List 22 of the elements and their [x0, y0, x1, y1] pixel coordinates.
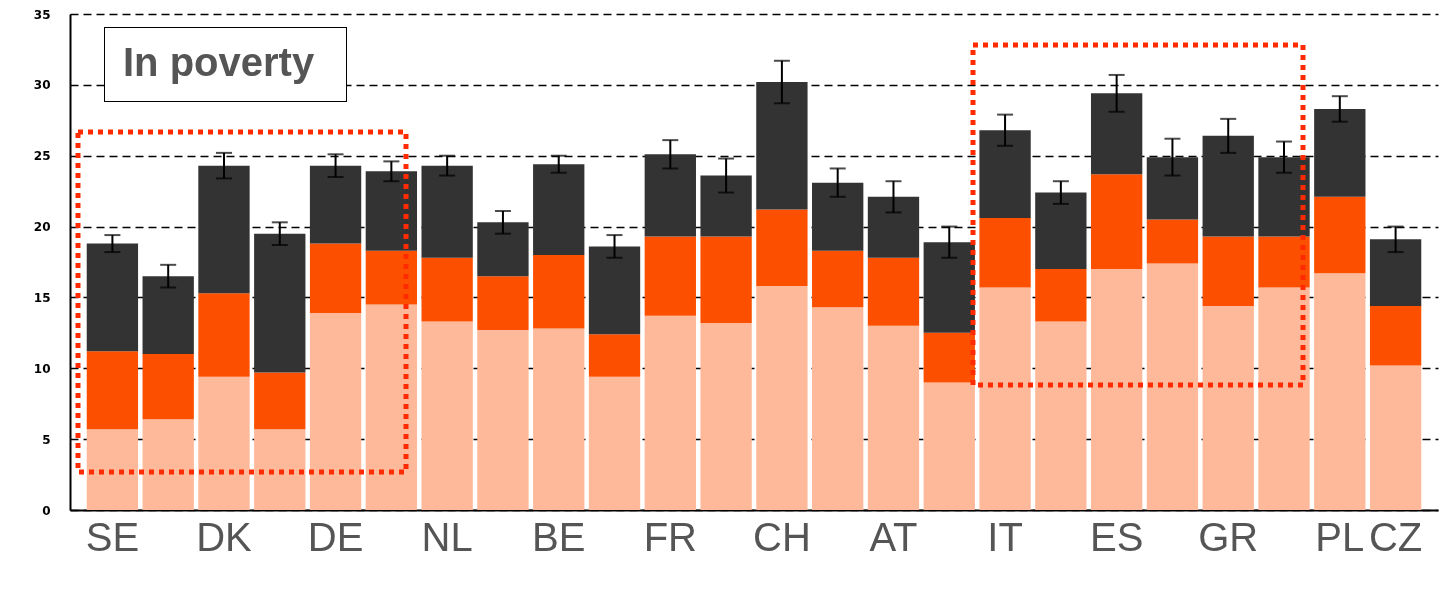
- y-tick-label: 0: [42, 503, 51, 518]
- x-tick-label: PL: [1315, 514, 1365, 559]
- x-tick-label: CH: [753, 514, 811, 559]
- y-tick-label: 20: [33, 220, 51, 235]
- x-tick-label: ES: [1089, 514, 1144, 559]
- x-tick-label: DK: [196, 514, 253, 559]
- y-tick-label: 25: [33, 149, 51, 164]
- x-tick-label: DE: [307, 514, 364, 559]
- x-tick-label: CZ: [1368, 514, 1423, 559]
- x-tick-label: NL: [421, 514, 473, 559]
- x-tick-label: SE: [85, 514, 140, 559]
- x-tick-label: BE: [532, 514, 586, 559]
- annotation: In poverty: [104, 27, 348, 102]
- y-tick-label: 5: [42, 432, 51, 447]
- y-tick-label: 30: [33, 78, 51, 93]
- x-tick-label: FR: [643, 514, 697, 559]
- x-tick-label: IT: [987, 514, 1023, 559]
- y-tick-label: 35: [33, 7, 51, 22]
- y-tick-label: 15: [33, 290, 51, 305]
- x-tick-label: GR: [1198, 514, 1259, 559]
- y-tick-label: 10: [33, 361, 51, 376]
- x-tick-label: AT: [869, 514, 918, 559]
